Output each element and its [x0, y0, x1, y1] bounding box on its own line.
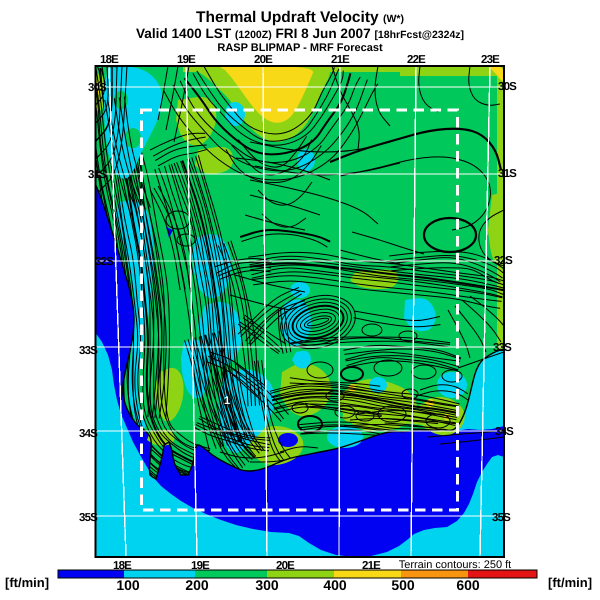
svg-text:34S: 34S: [495, 426, 514, 438]
svg-text:20E: 20E: [254, 54, 273, 66]
svg-text:32S: 32S: [95, 256, 114, 268]
svg-text:200: 200: [185, 577, 209, 593]
svg-text:35S: 35S: [79, 512, 98, 524]
svg-text:33S: 33S: [79, 345, 98, 357]
svg-text:34S: 34S: [79, 428, 98, 440]
svg-text:Thermal Updraft Velocity (W*): Thermal Updraft Velocity (W*): [196, 9, 404, 26]
svg-text:600: 600: [456, 577, 480, 593]
svg-text:23E: 23E: [481, 54, 500, 66]
svg-text:21E: 21E: [362, 560, 381, 572]
svg-text:33S: 33S: [493, 342, 512, 354]
svg-text:[ft/min]: [ft/min]: [5, 575, 49, 590]
svg-text:18E: 18E: [113, 560, 132, 572]
svg-text:Terrain contours: 250 ft: Terrain contours: 250 ft: [399, 559, 512, 571]
svg-text:31S: 31S: [88, 169, 107, 181]
svg-text:100: 100: [116, 577, 140, 593]
svg-text:30S: 30S: [498, 81, 517, 93]
svg-text:32S: 32S: [494, 255, 513, 267]
svg-text:20E: 20E: [276, 560, 295, 572]
svg-text:300: 300: [255, 577, 279, 593]
svg-text:400: 400: [323, 577, 347, 593]
svg-text:35S: 35S: [492, 512, 511, 524]
svg-text:RASP BLIPMAP - MRF Forecast: RASP BLIPMAP - MRF Forecast: [217, 42, 383, 54]
svg-text:500: 500: [391, 577, 415, 593]
svg-text:1: 1: [224, 395, 230, 407]
svg-text:19E: 19E: [191, 560, 210, 572]
svg-text:21E: 21E: [331, 54, 350, 66]
svg-text:18E: 18E: [100, 54, 119, 66]
svg-text:Valid 1400 LST (1200Z) FRI 8 J: Valid 1400 LST (1200Z) FRI 8 Jun 2007 [1…: [136, 26, 464, 41]
svg-text:19E: 19E: [177, 54, 196, 66]
svg-text:[ft/min]: [ft/min]: [548, 575, 592, 590]
svg-text:31S: 31S: [498, 168, 517, 180]
svg-text:22E: 22E: [407, 54, 426, 66]
svg-text:30S: 30S: [88, 82, 107, 94]
